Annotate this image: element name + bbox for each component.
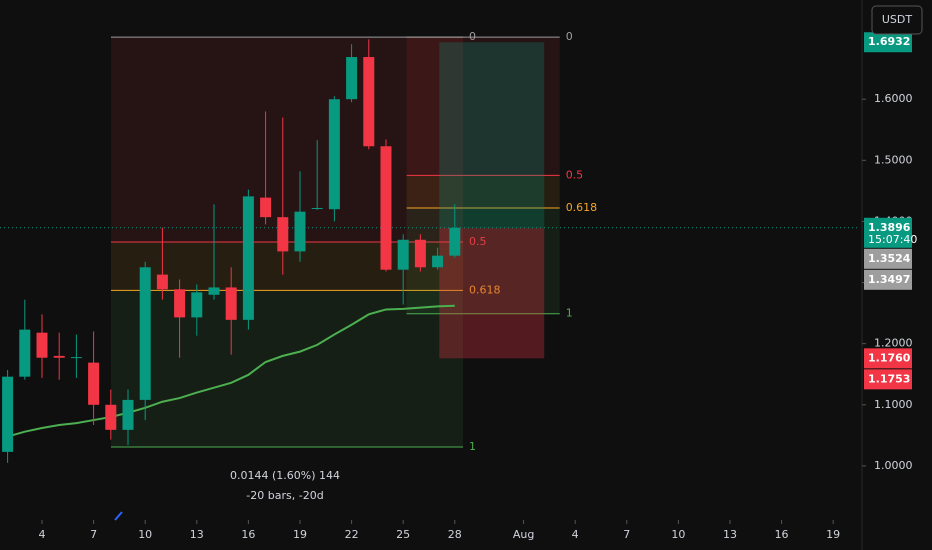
fib-label: 0.5 [566, 168, 584, 181]
candle-body [311, 207, 323, 209]
candle-body [414, 239, 426, 268]
x-tick-label: 4 [572, 528, 579, 541]
x-tick-label: 16 [241, 528, 255, 541]
price-label-box [864, 217, 912, 248]
price-label: 1.3524 [868, 252, 911, 265]
candle-body [363, 57, 375, 147]
price-label-box [864, 269, 912, 290]
fib-label: 0.618 [469, 283, 501, 296]
candle-body [380, 146, 392, 270]
candle-body [260, 197, 272, 218]
price-label-box [864, 32, 912, 53]
candle-body [174, 289, 186, 318]
fib-zone [110, 37, 464, 243]
x-tick-label: 16 [775, 528, 789, 541]
candle-body [191, 292, 203, 318]
candle-body [19, 329, 31, 377]
candle-body [242, 196, 254, 320]
price-label-box [864, 369, 912, 390]
candle-body [397, 239, 409, 270]
price-label: 1.3497 [868, 273, 910, 286]
measure-text: 0.0144 (1.60%) 144 [230, 469, 340, 482]
x-tick-label: 7 [623, 528, 630, 541]
currency-label: USDT [882, 13, 913, 26]
x-tick-label: 19 [293, 528, 307, 541]
x-tick-label: Aug [513, 528, 534, 541]
x-tick-label: 10 [671, 528, 685, 541]
x-tick-label: 13 [723, 528, 737, 541]
candle-body [346, 57, 358, 100]
y-tick-label: 1.6000 [874, 92, 913, 105]
measure-text: -20 bars, -20d [246, 489, 323, 502]
fib-label: 0.5 [469, 235, 487, 248]
candle-body [36, 332, 48, 358]
currency-button[interactable] [871, 5, 923, 35]
y-tick-label: 1.5000 [874, 153, 913, 166]
price-label-timer: 15:07:40 [868, 233, 917, 246]
fib-label: 0.618 [566, 201, 598, 214]
price-label: 1.1760 [868, 351, 911, 364]
y-tick-label: 1.0000 [874, 459, 913, 472]
fib-label: 1 [566, 307, 573, 320]
x-tick-label: 7 [90, 528, 97, 541]
candle-body [294, 211, 306, 252]
x-tick-label: 10 [138, 528, 152, 541]
price-label-box [864, 248, 912, 269]
fib-zone [406, 37, 560, 176]
x-tick-label: 25 [396, 528, 410, 541]
candle-body [225, 287, 237, 320]
x-tick-label: 4 [39, 528, 46, 541]
candle-body [449, 227, 461, 256]
price-label-box [864, 348, 912, 369]
x-tick-label: 28 [448, 528, 462, 541]
candle-body [156, 274, 168, 290]
candle-body [2, 376, 14, 452]
moving-average [7, 304, 455, 438]
y-tick-label: 1.2000 [874, 337, 913, 350]
x-tick-label: 19 [826, 528, 840, 541]
position-profit [439, 42, 545, 228]
fib-label: 0 [566, 30, 573, 43]
candle-body [122, 399, 134, 430]
price-label: 1.1753 [868, 372, 910, 385]
x-tick-label: 22 [345, 528, 359, 541]
candle-body [328, 99, 340, 210]
candle-body [432, 255, 444, 268]
candle-body [139, 267, 151, 400]
cursor-mark [114, 511, 123, 521]
candle-body [53, 355, 65, 358]
candle-body [88, 362, 100, 405]
fib-zone [110, 290, 464, 447]
price-label: 1.3896 [868, 221, 911, 234]
fib-zone [406, 175, 560, 209]
x-tick-label: 13 [190, 528, 204, 541]
fib-label: 1 [469, 440, 476, 453]
candle-body [70, 357, 82, 359]
price-label: 1.6932 [868, 35, 910, 48]
y-tick-label: 1.1000 [874, 398, 913, 411]
candle-body [105, 404, 117, 430]
candle-body [208, 287, 220, 295]
candle-body [277, 217, 289, 252]
